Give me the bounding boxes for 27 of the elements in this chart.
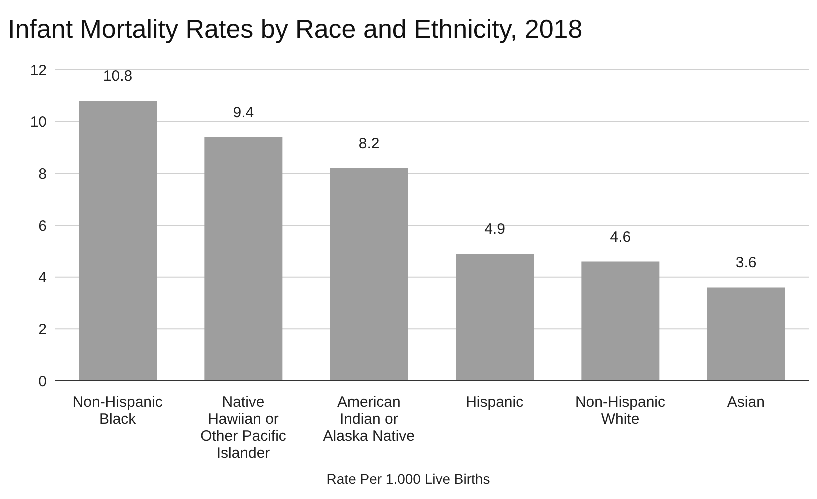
chart-title: Infant Mortality Rates by Race and Ethnicity, 2018 [8,14,583,45]
x-tick-label: Non-Hispanic White [575,394,666,428]
data-label: 9.4 [233,104,254,122]
data-label: 8.2 [358,135,380,152]
y-tick-label: 8 [38,166,47,183]
y-tick-label: 10 [30,114,47,132]
bar [707,288,786,381]
y-tick-label: 4 [38,270,47,287]
y-tick-label: 6 [38,218,47,235]
y-tick-label: 0 [38,373,47,390]
x-axis-title: Rate Per 1.000 Live Births [326,471,492,487]
x-tick-label: Native Hawiian or Other Pacific Islander [200,394,287,462]
bar [330,168,408,381]
x-tick-label: Non-Hispanic Black [72,394,164,428]
bar [79,101,157,381]
x-tick-label: Asian [727,394,765,411]
bar [456,254,534,381]
data-label: 10.8 [103,68,133,86]
bar [582,262,660,381]
y-tick-label: 12 [30,62,47,80]
y-tick-label: 2 [38,321,47,338]
x-tick-label: Hispanic [466,394,524,411]
x-tick-label: American Indian or Alaska Native [323,394,416,445]
data-label: 4.6 [610,228,632,246]
bar [204,137,283,381]
data-label: 4.9 [484,221,506,238]
data-label: 3.6 [736,254,757,272]
